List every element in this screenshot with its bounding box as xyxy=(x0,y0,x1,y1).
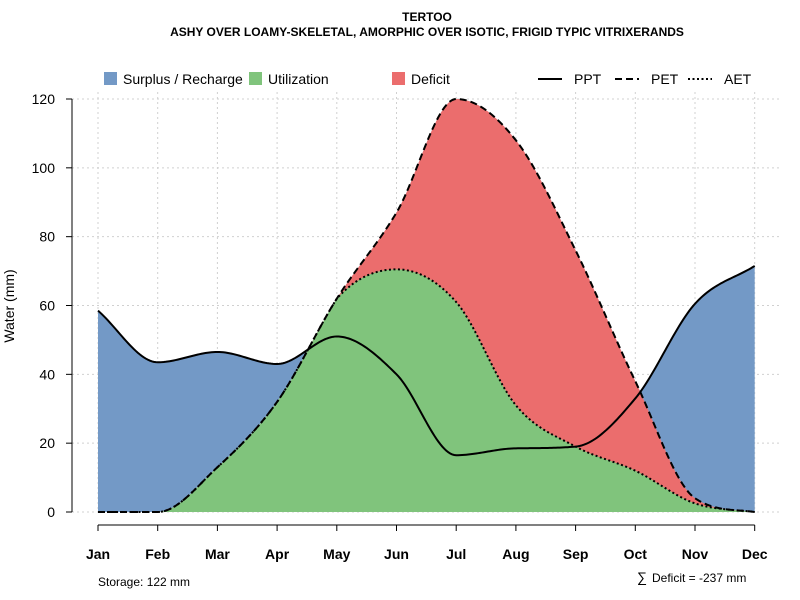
legend-label-utilization: Utilization xyxy=(268,71,329,87)
x-tick-label-oct: Oct xyxy=(624,546,648,562)
utilization-area xyxy=(98,269,755,512)
legend-label-aet: AET xyxy=(724,71,752,87)
x-tick-label-apr: Apr xyxy=(265,546,290,562)
chart-subtitle: ASHY OVER LOAMY-SKELETAL, AMORPHIC OVER … xyxy=(170,25,684,39)
x-tick-label-dec: Dec xyxy=(742,546,768,562)
series-lines xyxy=(97,97,756,513)
x-tick-label-may: May xyxy=(323,546,350,562)
y-tick-label-80: 80 xyxy=(39,229,55,245)
legend-swatch-surplus xyxy=(104,72,117,85)
y-tick-label-40: 40 xyxy=(39,366,55,382)
x-tick-label-feb: Feb xyxy=(145,546,170,562)
x-tick-label-mar: Mar xyxy=(205,546,230,562)
legend-label-surplus: Surplus / Recharge xyxy=(123,71,243,87)
legend: Surplus / Recharge Utilization Deficit PPT P… xyxy=(104,71,752,87)
axes: 0 20 40 60 80 100 120 Jan Feb Mar Apr May Jun Jul Aug S… xyxy=(32,91,768,562)
x-tick-label-jan: Jan xyxy=(86,546,110,562)
legend-swatch-deficit xyxy=(392,72,405,85)
legend-label-deficit: Deficit xyxy=(411,71,450,87)
x-tick-label-jun: Jun xyxy=(384,546,409,562)
deficit-symbol: ∑ xyxy=(637,569,647,585)
y-tick-label-120: 120 xyxy=(32,91,56,107)
deficit-note: Deficit = -237 mm xyxy=(652,571,746,585)
x-tick-label-sep: Sep xyxy=(563,546,589,562)
storage-note: Storage: 122 mm xyxy=(98,575,190,589)
y-tick-label-60: 60 xyxy=(39,298,55,314)
y-tick-label-20: 20 xyxy=(39,435,55,451)
x-tick-label-jul: Jul xyxy=(446,546,466,562)
chart-title: TERTOO xyxy=(402,10,452,24)
pet-line xyxy=(98,97,755,513)
legend-swatch-utilization xyxy=(249,72,262,85)
y-tick-label-100: 100 xyxy=(32,160,56,176)
legend-label-ppt: PPT xyxy=(574,71,602,87)
x-tick-label-aug: Aug xyxy=(502,546,529,562)
y-axis-label: Water (mm) xyxy=(1,269,17,342)
ppt-line xyxy=(97,265,756,457)
x-tick-label-nov: Nov xyxy=(682,546,709,562)
y-tick-label-0: 0 xyxy=(47,504,55,520)
area-fills xyxy=(98,99,755,512)
legend-label-pet: PET xyxy=(651,71,679,87)
